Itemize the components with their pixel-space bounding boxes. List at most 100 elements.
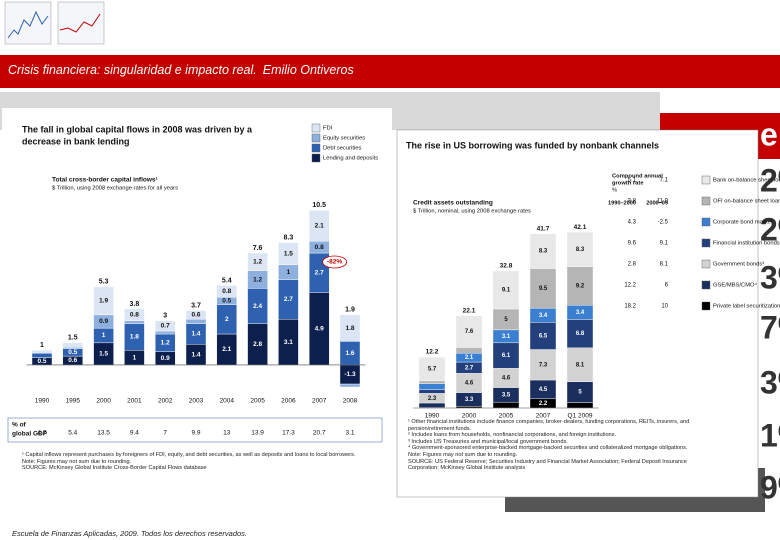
table-cell: 1% [760, 417, 780, 453]
table-cell: 9% [760, 469, 780, 505]
bar-segment [418, 383, 446, 390]
segment-label: 8.1 [576, 362, 585, 368]
segment-label: 1.2 [253, 276, 262, 283]
gdp-value: 5.4 [68, 430, 77, 437]
bar-segment [566, 402, 594, 409]
gdp-value: 20.7 [313, 430, 326, 437]
total-label: 1 [40, 342, 44, 349]
segment-label: 2.4 [253, 303, 262, 310]
x-tick-label: 2005 [250, 398, 265, 405]
segment-label: 7.6 [465, 329, 474, 335]
segment-label: 3.4 [576, 310, 585, 316]
segment-label: 0.5 [222, 298, 231, 305]
bar-segment [309, 210, 330, 242]
bar-segment [418, 402, 446, 408]
segment-label: 2.8 [253, 341, 262, 348]
legend-label: Government bonds³ [713, 262, 764, 268]
chart-title: The fall in global capital flows in 2008… [22, 124, 253, 134]
growth-rate: 12.2 [624, 283, 636, 289]
segment-label: 1 [133, 354, 137, 361]
segment-label: 1.5 [284, 251, 293, 258]
segment-label: 5 [504, 317, 508, 323]
growth-rate: 3.8 [628, 199, 637, 205]
bar-segment [31, 352, 53, 358]
segment-label: 7.3 [539, 362, 548, 368]
bar-segment [566, 266, 594, 306]
x-tick-label: 2002 [158, 398, 173, 405]
segment-label: 2.2 [539, 401, 548, 407]
bar-segment [31, 350, 53, 354]
x-tick-label: 2007 [312, 398, 327, 405]
bar-segment [566, 231, 594, 267]
segment-label: 2.7 [284, 296, 293, 303]
gdp-value: 9.4 [130, 430, 139, 437]
bar-segment [185, 310, 207, 320]
total-label: 5.4 [222, 277, 232, 284]
total-label: 3.8 [130, 301, 140, 308]
note-line: ¹ Other financial institutions include f… [408, 419, 690, 432]
legend-label: OFI on-balance sheet loans¹ [713, 199, 780, 205]
bar-segment [418, 356, 446, 382]
growth-period: 1990–2000 [608, 200, 636, 206]
note-line: ³ Includes US Treasuries and municipal/l… [408, 438, 568, 445]
bar-segment [492, 401, 520, 409]
bar-segment [154, 330, 176, 335]
bar-segment [418, 380, 446, 384]
legend-swatch [701, 196, 711, 206]
legend-swatch [311, 143, 321, 153]
segment-label: 0.5 [68, 349, 77, 356]
legend-label: FDI [323, 126, 333, 132]
segment-label: 1.9 [99, 298, 108, 305]
legend-swatch [701, 175, 711, 185]
segment-label: 2 [225, 316, 229, 323]
growth-header: % [612, 188, 617, 194]
legend-label: Private label securitization [713, 304, 780, 310]
bar-segment [418, 389, 446, 394]
segment-label: 2.1 [465, 355, 474, 361]
growth-rate: 10 [661, 304, 668, 310]
legend-swatch [311, 133, 321, 143]
gdp-value: 13.5 [97, 430, 110, 437]
x-tick-label: 2001 [127, 398, 142, 405]
x-tick-label: 2008 [343, 398, 358, 405]
legend-label: Corporate bond market [713, 220, 773, 226]
x-tick-label: 1990 [35, 398, 50, 405]
chart-subtitle: $ Trillion, using 2008 exchange rates fo… [52, 186, 178, 192]
gdp-value: 7 [163, 430, 167, 437]
x-tick-label: 1995 [66, 398, 81, 405]
table-cell: 2% [760, 162, 780, 198]
segment-label: 2.7 [465, 365, 474, 371]
legend-swatch [701, 217, 711, 227]
chart-title: The rise in US borrowing was funded by n… [406, 140, 659, 150]
x-tick-label: 1990 [425, 413, 440, 420]
segment-label: 2.3 [428, 396, 437, 402]
segment-label: 1 [102, 332, 106, 339]
note-line: SOURCE: McKinsey Global Institute Cross-… [22, 465, 207, 472]
segment-label: 2.1 [222, 346, 231, 353]
author: Emilio Ontiveros [263, 63, 354, 77]
segment-label: 4.9 [315, 326, 324, 333]
bar-segment [339, 314, 361, 342]
background-table: e 2% 2% 3% 7% 3% 1% 9% [760, 116, 780, 505]
footer: Escuela de Finanzas Aplicadas, 2009. Tod… [12, 529, 247, 538]
x-tick-label: 2007 [536, 413, 551, 420]
bar-segment [566, 319, 594, 349]
total-label: 1.5 [68, 335, 78, 342]
x-tick-label: 2005 [499, 413, 514, 420]
note-line: Note: Figures may not sum due to roundin… [408, 451, 518, 458]
segment-label: 4.5 [539, 387, 548, 393]
bar-segment [339, 383, 361, 388]
bar-segment [124, 320, 145, 324]
bar-segment [216, 285, 238, 298]
bar-segment [529, 233, 557, 269]
table-cell: 3% [760, 364, 780, 400]
x-tick-label: 2004 [220, 398, 235, 405]
legend-swatch [701, 259, 711, 269]
table-cell: 3% [760, 259, 780, 295]
total-label: 8.3 [284, 235, 294, 242]
total-label: 10.5 [312, 202, 326, 209]
segment-label: 1.8 [345, 325, 354, 332]
bar-segment [529, 349, 557, 381]
bar-segment [455, 315, 483, 348]
